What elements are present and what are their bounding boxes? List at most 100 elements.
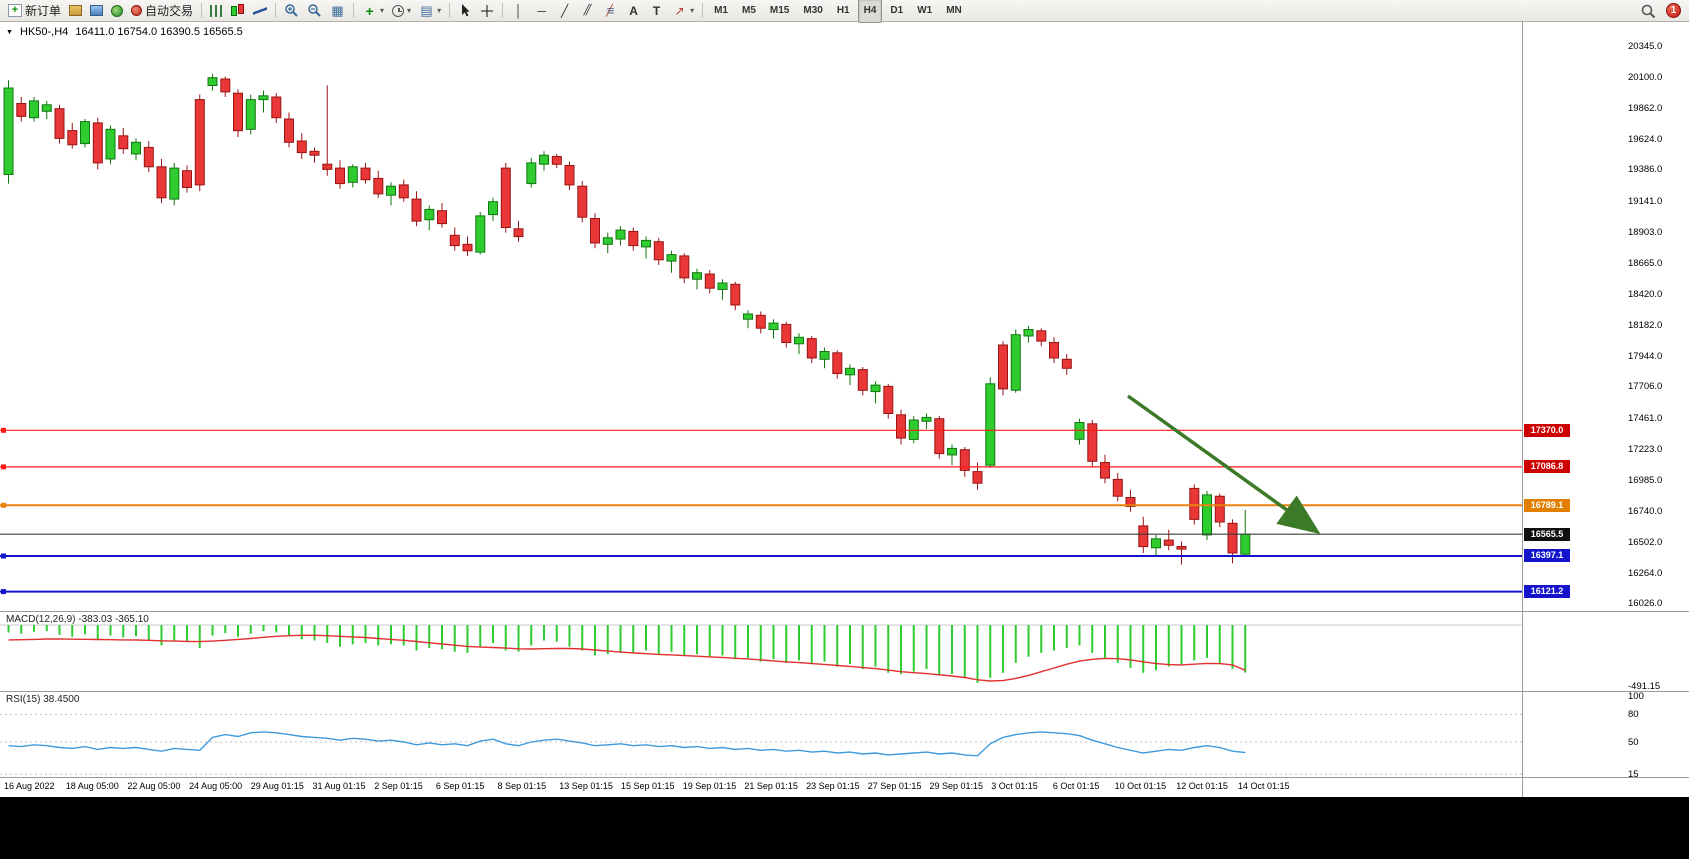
tile-windows-button[interactable]	[326, 0, 349, 21]
arrows-tool-button[interactable]	[668, 0, 698, 21]
time-axis-label: 27 Sep 01:15	[867, 781, 922, 791]
price-tick-label: 20345.0	[1628, 40, 1663, 52]
navigator-button[interactable]	[107, 0, 127, 21]
horizontal-line-icon	[534, 3, 549, 18]
timeframe-button-d1[interactable]: D1	[890, 5, 904, 16]
time-axis-label: 8 Sep 01:15	[497, 781, 547, 791]
vertical-line-icon	[511, 3, 526, 18]
toolbar-separator	[702, 3, 704, 18]
price-tick-label: 17461.0	[1628, 413, 1663, 425]
bar-chart-icon	[210, 4, 223, 17]
time-axis-label: 14 Oct 01:15	[1238, 781, 1290, 791]
price-line-tag: 16565.5	[1524, 527, 1570, 541]
price-tick-label: 18182.0	[1628, 319, 1663, 331]
rsi-tick-label: 100	[1628, 690, 1644, 702]
indicators-icon	[362, 3, 377, 18]
search-button[interactable]	[1636, 0, 1660, 21]
time-axis[interactable]: 16 Aug 2022 18 Aug 05:00 22 Aug 05:00 24 Au…	[0, 778, 1522, 796]
label-tool-button[interactable]: T	[645, 0, 668, 21]
bar-chart-button[interactable]	[206, 0, 226, 21]
horizontal-line-button[interactable]	[530, 0, 553, 21]
market-watch-icon	[90, 5, 104, 16]
price-tick-label: 19624.0	[1628, 133, 1663, 145]
toolbar-separator	[275, 3, 277, 18]
bottom-black-area	[0, 797, 1689, 859]
channel-button[interactable]	[576, 0, 599, 21]
zoom-out-icon	[308, 4, 321, 17]
new-order-button[interactable]: 新订单	[4, 0, 65, 21]
trendline-icon	[557, 3, 572, 18]
time-axis-label: 22 Aug 05:00	[127, 781, 181, 791]
crosshair-button[interactable]	[476, 0, 498, 21]
panel-separator[interactable]	[0, 691, 1689, 692]
auto-trading-label: 自动交易	[145, 4, 194, 18]
timeframe-button-mn[interactable]: MN	[946, 5, 962, 16]
cursor-icon	[462, 4, 470, 17]
line-chart-button[interactable]	[249, 0, 271, 21]
timeframe-button-w1[interactable]: W1	[917, 5, 933, 16]
navigator-icon	[111, 4, 124, 17]
fibonacci-button[interactable]	[599, 0, 622, 21]
fibonacci-icon	[603, 3, 618, 18]
timeframe-toolbar: M1 M5 M15 M30 H1 H4 D1 W1 MN	[707, 0, 969, 23]
panel-separator[interactable]	[0, 777, 1689, 778]
periods-button[interactable]	[388, 0, 415, 21]
charts-icon	[69, 5, 83, 16]
text-tool-icon: A	[629, 3, 638, 18]
timeframe-button-m5[interactable]: M5	[742, 5, 756, 16]
price-scale[interactable]: 20345.0 20100.0 19862.0 19624.0 19386.0 19141…	[1522, 0, 1689, 797]
price-line-tag: 16789.1	[1524, 498, 1570, 512]
timeframe-button-h4[interactable]: H4	[857, 0, 883, 23]
price-tick-label: 17223.0	[1628, 443, 1663, 455]
zoom-in-button[interactable]	[280, 0, 303, 21]
price-tick-label: 18903.0	[1628, 226, 1663, 238]
new-order-label: 新订单	[25, 4, 62, 18]
time-axis-label: 10 Oct 01:15	[1114, 781, 1167, 791]
timeframe-button-h1[interactable]: H1	[836, 5, 850, 16]
rsi-tick-label: 50	[1628, 736, 1639, 748]
rsi-canvas[interactable]	[0, 692, 1522, 777]
zoom-in-icon	[285, 4, 298, 17]
price-line-tag: 17370.0	[1524, 423, 1570, 437]
toolbar-separator	[502, 3, 504, 18]
vertical-line-button[interactable]	[507, 0, 530, 21]
cursor-button[interactable]	[454, 0, 476, 21]
toolbar-separator	[353, 3, 355, 18]
auto-trading-button[interactable]: 自动交易	[127, 0, 197, 21]
market-watch-button[interactable]	[86, 0, 107, 21]
time-axis-label: 21 Sep 01:15	[744, 781, 798, 791]
search-icon	[1641, 4, 1656, 18]
time-axis-label: 23 Sep 01:15	[806, 781, 860, 791]
channel-icon	[580, 3, 595, 18]
trendline-button[interactable]	[553, 0, 576, 21]
indicators-button[interactable]	[358, 0, 388, 21]
text-tool-button[interactable]: A	[622, 0, 645, 21]
price-tick-label: 16740.0	[1628, 506, 1663, 518]
notification-badge[interactable]: 1	[1666, 3, 1681, 18]
timeframe-button-m15[interactable]: M15	[769, 5, 790, 16]
timeframe-button-m30[interactable]: M30	[803, 5, 823, 16]
macd-canvas[interactable]	[0, 612, 1522, 691]
time-axis-label: 2 Sep 01:15	[374, 781, 423, 791]
time-axis-label: 31 Aug 01:15	[312, 781, 366, 791]
timeframe-button-m1[interactable]: M1	[714, 5, 728, 16]
time-axis-label: 15 Sep 01:15	[621, 781, 675, 791]
chart-symbol-period: HK50-,H4	[20, 26, 69, 38]
time-axis-label: 29 Aug 01:15	[250, 781, 304, 791]
toolbar: 新订单 自动交易 A T M1 M5 M15 M30 H1 H4 D1 W1 MN 1	[0, 0, 1689, 23]
templates-button[interactable]	[415, 0, 445, 21]
candlestick-chart-button[interactable]	[226, 0, 249, 21]
panel-separator[interactable]	[0, 611, 1689, 612]
price-line-tag: 16121.2	[1524, 585, 1570, 599]
main-chart-canvas[interactable]	[0, 22, 1522, 611]
time-axis-label: 16 Aug 2022	[4, 781, 55, 791]
zoom-out-button[interactable]	[303, 0, 326, 21]
macd-label: MACD(12,26,9) -383.03 -365.10	[6, 614, 149, 625]
time-axis-label: 13 Sep 01:15	[559, 781, 613, 791]
price-tick-label: 19386.0	[1628, 164, 1663, 176]
charts-button[interactable]	[65, 0, 86, 21]
rsi-line	[8, 731, 1246, 757]
price-tick-label: 17944.0	[1628, 350, 1663, 362]
new-order-icon	[8, 4, 22, 17]
toolbar-separator	[201, 3, 203, 18]
